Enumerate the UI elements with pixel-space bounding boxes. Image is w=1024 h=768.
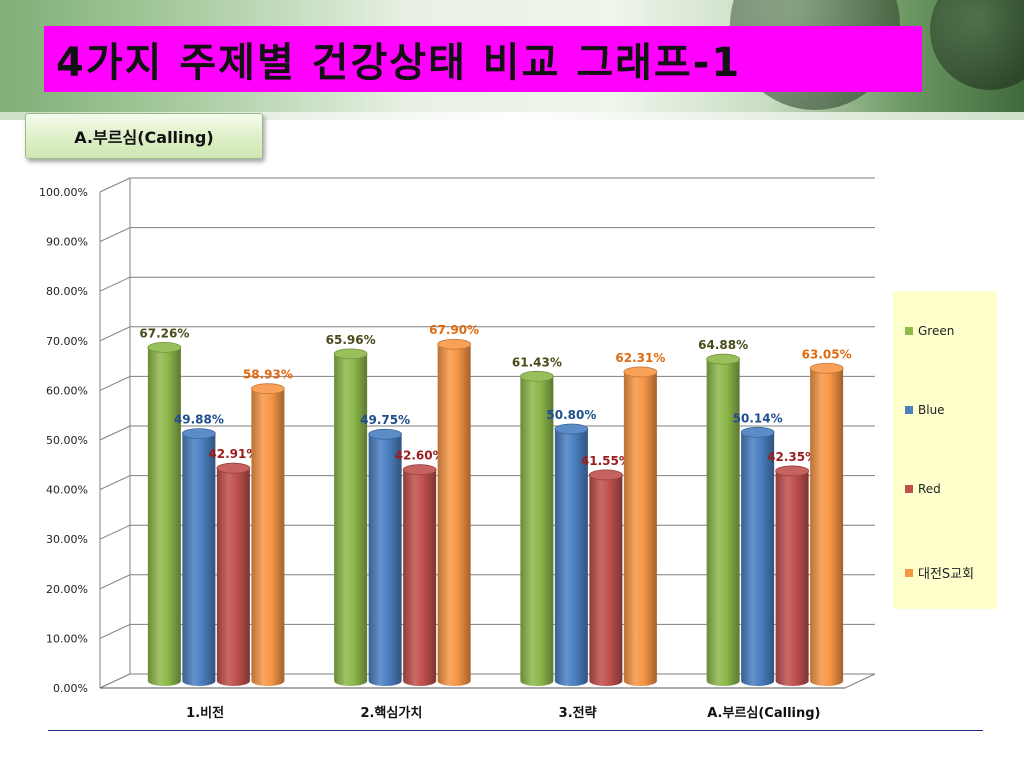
title-box: 4가지 주제별 건강상태 비교 그래프-1 (44, 26, 922, 92)
y-tick-label: 50.00% (46, 434, 88, 447)
legend-item: Blue (905, 403, 945, 417)
bar-cap (368, 428, 403, 440)
data-label: 42.91% (208, 447, 258, 461)
data-label: 42.60% (395, 449, 445, 463)
y-tick-label: 30.00% (46, 533, 88, 546)
y-tick-label: 70.00% (46, 335, 88, 348)
bar-cap (519, 370, 554, 382)
data-label: 58.93% (243, 368, 293, 382)
y-tick-label: 20.00% (46, 583, 88, 596)
bar-blue (554, 429, 588, 686)
bar-cap (706, 353, 741, 365)
bar-대전s교회 (623, 371, 657, 686)
legend-label: Blue (918, 403, 945, 417)
bar-chart: 0.00% 10.00% 20.00% 30.00% 40.00% 50.00% 60.00… (39, 177, 876, 721)
data-label: 49.75% (360, 413, 410, 427)
data-label: 63.05% (802, 347, 852, 361)
data-label: 61.43% (512, 355, 562, 369)
subtitle-label: A.부르심(Calling) (74, 128, 214, 147)
y-tick-label: 80.00% (46, 285, 88, 298)
bar-cap (250, 383, 285, 395)
y-tick-label: 0.00% (53, 682, 88, 695)
gridline-side (99, 524, 131, 540)
gridline-side (99, 177, 131, 193)
bar-red (403, 469, 437, 686)
bar-blue (741, 432, 775, 686)
x-tick-label: 1.비전 (186, 705, 224, 721)
legend-label: Red (918, 482, 941, 496)
data-label: 50.14% (733, 411, 783, 425)
data-label: 62.31% (615, 351, 665, 365)
legend-swatch (905, 485, 913, 493)
x-tick-label: 2.핵심가치 (360, 705, 422, 721)
legend-swatch (905, 568, 913, 577)
bar-cap (216, 462, 251, 474)
y-tick-label: 40.00% (46, 484, 88, 497)
legend-item: Green (905, 324, 954, 338)
gridline-side (99, 375, 131, 391)
legend-swatch (905, 406, 913, 414)
bar-green (147, 347, 181, 686)
gridline-side (99, 276, 131, 292)
bar-cap (740, 426, 775, 438)
bar-red (216, 468, 250, 686)
gridline-side (99, 227, 131, 243)
data-label: 41.55% (581, 454, 631, 468)
legend-label: 대전S교회 (918, 567, 975, 582)
legend-swatch (905, 327, 913, 335)
bottom-divider (48, 730, 983, 731)
chart-legend: Green Blue Red 대전S교회 (893, 291, 997, 609)
x-tick-label: 3.전략 (559, 705, 597, 721)
legend-item: 대전S교회 (905, 563, 974, 582)
bar-cap (181, 428, 216, 439)
bar-red (775, 470, 809, 686)
bar-cap (402, 464, 437, 476)
data-label: 65.96% (326, 333, 376, 347)
gridline-side (99, 475, 131, 491)
y-tick-label: 90.00% (46, 236, 88, 249)
bar-대전s교회 (251, 388, 285, 686)
bar-cap (775, 465, 810, 477)
data-label: 64.88% (698, 338, 748, 352)
bar-cap (333, 348, 368, 360)
gridline-side (99, 425, 131, 441)
data-label: 42.35% (767, 450, 817, 464)
bar-green (334, 353, 368, 686)
gridline-side (99, 623, 131, 639)
bar-cap (809, 362, 844, 374)
banner-divider (0, 112, 1024, 120)
bar-green (520, 376, 554, 686)
bar-cap (623, 366, 658, 378)
bar-대전s교회 (437, 344, 471, 686)
data-label: 49.88% (174, 413, 224, 427)
bar-blue (368, 434, 402, 686)
y-tick-label: 10.00% (46, 632, 88, 645)
legend-label: Green (918, 324, 955, 338)
bar-red (589, 474, 623, 686)
bar-blue (182, 433, 216, 686)
page-title: 4가지 주제별 건강상태 비교 그래프-1 (56, 40, 742, 86)
bar-대전s교회 (810, 368, 844, 686)
y-tick-label: 60.00% (46, 384, 88, 397)
bar-green (706, 359, 740, 686)
decorative-circle (930, 0, 1024, 90)
subtitle-box: A.부르심(Calling) (25, 113, 263, 159)
bar-cap (554, 423, 589, 435)
gridline-side (99, 574, 131, 590)
legend-item: Red (905, 482, 941, 496)
data-label: 67.90% (429, 323, 479, 337)
data-label: 50.80% (546, 408, 596, 422)
bar-cap (147, 341, 182, 353)
x-tick-label: A.부르심(Calling) (707, 705, 820, 721)
y-tick-label: 100.00% (39, 186, 88, 199)
gridline-side (99, 326, 131, 342)
bar-cap (588, 469, 623, 481)
bar-cap (437, 338, 472, 350)
data-label: 67.26% (139, 326, 189, 340)
